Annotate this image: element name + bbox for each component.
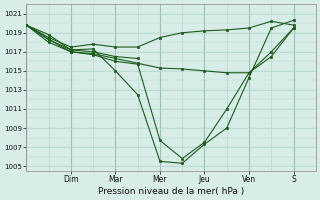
X-axis label: Pression niveau de la mer( hPa ): Pression niveau de la mer( hPa ) <box>98 187 244 196</box>
